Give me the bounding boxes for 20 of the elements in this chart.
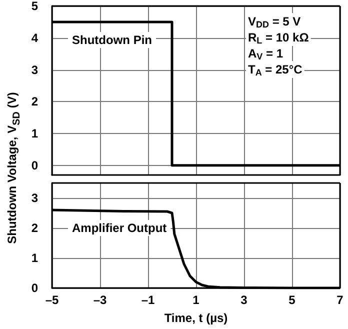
y-tick-label: 0 (31, 281, 38, 295)
x-tick-label: 5 (288, 293, 296, 307)
y-tick-label: 1 (31, 126, 38, 141)
x-tick-label: 3 (240, 293, 248, 307)
y-tick-label: 3 (31, 62, 38, 77)
x-tick-label: –1 (141, 293, 155, 307)
y-tick-label: 2 (31, 94, 38, 109)
x-tick-label: –5 (45, 293, 59, 307)
x-tick-label: 1 (192, 293, 200, 307)
y-tick-label: 0 (31, 158, 38, 172)
series-label: Shutdown Pin (72, 32, 152, 47)
y-tick-label: 4 (31, 30, 38, 45)
x-tick-label: 7 (336, 293, 344, 307)
series-label: Amplifier Output (72, 221, 167, 235)
y-tick-label: 1 (31, 251, 38, 265)
x-tick-label: –3 (93, 293, 107, 307)
y-tick-label: 5 (31, 0, 38, 13)
y-tick-label: 3 (31, 191, 38, 205)
y-tick-label: 2 (31, 221, 38, 235)
x-axis-title: Time, t (µs) (164, 311, 228, 325)
